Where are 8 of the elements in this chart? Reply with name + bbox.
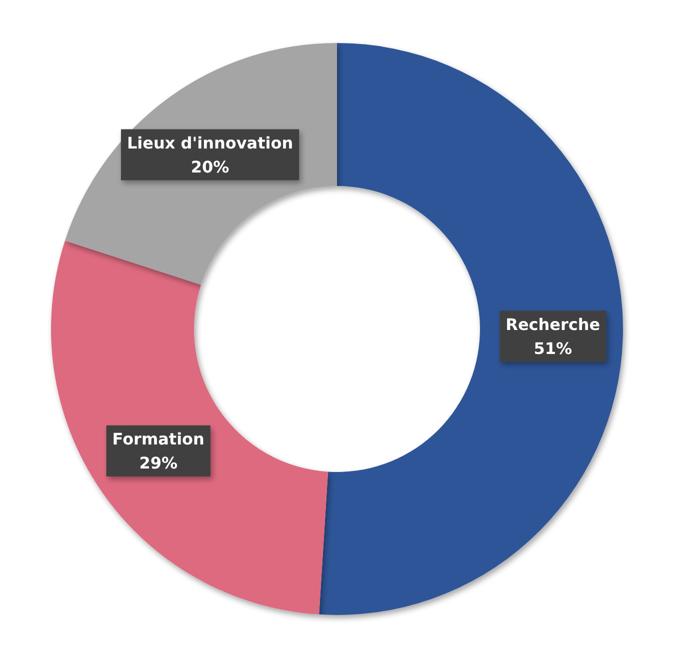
slice-label: Lieux d'innovation [126, 133, 294, 152]
slice-label: Formation [112, 429, 204, 448]
data-label: 51% [534, 338, 572, 358]
donut-slice [51, 240, 328, 614]
donut-slice [319, 43, 623, 614]
slice-label: Recherche [506, 314, 600, 334]
data-label: 20% [190, 157, 230, 176]
data-label: 29% [139, 453, 178, 472]
